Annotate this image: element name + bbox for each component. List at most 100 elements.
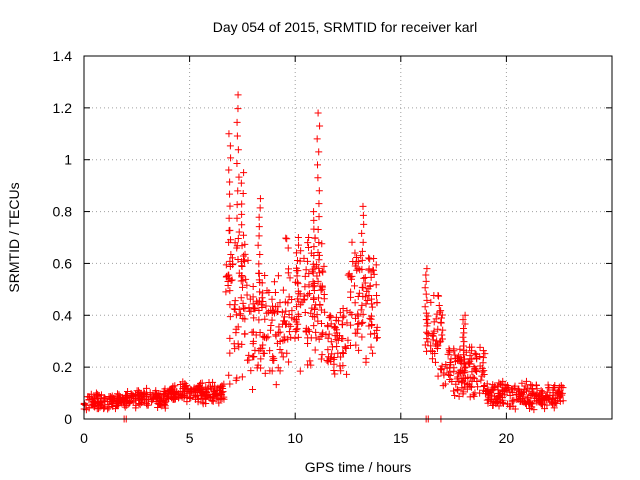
data-point — [123, 401, 131, 409]
data-point — [219, 384, 227, 392]
data-point — [239, 190, 247, 198]
data-point — [293, 295, 301, 303]
data-point — [351, 282, 359, 290]
data-point — [261, 271, 269, 279]
data-point — [139, 392, 147, 400]
data-point — [255, 269, 263, 277]
data-point — [343, 370, 351, 378]
data-point — [176, 380, 184, 388]
data-point — [358, 229, 366, 237]
data-point — [317, 332, 325, 340]
data-point — [421, 341, 429, 349]
data-point — [312, 328, 320, 336]
data-point — [240, 169, 248, 177]
data-point — [259, 341, 267, 349]
data-point — [551, 399, 559, 407]
data-point — [367, 273, 375, 281]
data-point — [233, 159, 241, 167]
data-point — [298, 298, 306, 306]
data-point — [468, 343, 476, 351]
data-point — [476, 353, 484, 361]
data-point — [452, 380, 460, 388]
data-point — [233, 201, 241, 209]
data-point — [238, 200, 246, 208]
data-point — [220, 393, 228, 401]
data-point — [481, 350, 489, 358]
data-point — [254, 241, 262, 249]
data-point — [367, 315, 375, 323]
data-point — [301, 283, 309, 291]
data-point — [497, 381, 505, 389]
data-point — [260, 349, 268, 357]
data-point — [306, 357, 314, 365]
y-tick-label: 1 — [64, 152, 72, 168]
data-point — [261, 369, 269, 377]
data-point — [310, 208, 318, 216]
data-point — [352, 253, 360, 261]
data-point — [317, 306, 325, 314]
data-point — [305, 243, 313, 251]
data-point — [421, 284, 429, 292]
data-point — [470, 392, 478, 400]
data-point — [281, 336, 289, 344]
data-point — [100, 404, 108, 412]
data-point — [161, 388, 169, 396]
data-point — [276, 346, 284, 354]
data-point — [362, 358, 370, 366]
data-point — [459, 388, 467, 396]
data-point — [339, 304, 347, 312]
data-point — [226, 202, 234, 210]
data-point — [194, 395, 202, 403]
data-point — [143, 384, 151, 392]
data-point — [235, 305, 243, 313]
plot-frame — [83, 55, 613, 420]
data-point — [325, 314, 333, 322]
data-point — [286, 274, 294, 282]
data-point — [271, 288, 279, 296]
data-point — [450, 387, 458, 395]
data-point — [368, 303, 376, 311]
data-point — [509, 402, 517, 410]
data-point — [427, 342, 435, 350]
x-tick-label: 0 — [80, 430, 88, 446]
data-point — [518, 379, 526, 387]
data-point — [183, 398, 191, 406]
data-point — [434, 325, 442, 333]
data-point — [235, 228, 243, 236]
data-point — [358, 265, 366, 273]
data-point — [311, 304, 319, 312]
data-point — [304, 239, 312, 247]
data-point — [424, 312, 432, 320]
data-point — [435, 301, 443, 309]
data-point — [358, 283, 366, 291]
data-point — [234, 105, 242, 113]
data-point — [483, 380, 491, 388]
data-point — [232, 325, 240, 333]
data-point — [362, 300, 370, 308]
data-point — [313, 135, 321, 143]
data-point — [499, 399, 507, 407]
data-point — [450, 345, 458, 353]
data-point — [437, 337, 445, 345]
data-point — [366, 282, 374, 290]
data-point — [340, 312, 348, 320]
data-point — [365, 322, 373, 330]
data-point — [316, 251, 324, 259]
data-point — [234, 255, 242, 263]
data-point — [256, 251, 264, 259]
data-point — [165, 389, 173, 397]
data-point — [372, 334, 380, 342]
data-point — [294, 287, 302, 295]
data-point — [423, 296, 431, 304]
data-point — [226, 178, 234, 186]
data-point — [259, 289, 267, 297]
data-point — [227, 154, 235, 162]
data-point — [276, 328, 284, 336]
y-tick-label: 0.2 — [53, 359, 73, 375]
data-point — [121, 403, 129, 411]
data-point — [281, 298, 289, 306]
data-point — [238, 340, 246, 348]
data-point — [348, 272, 356, 280]
data-point — [527, 381, 535, 389]
data-point — [474, 383, 482, 391]
